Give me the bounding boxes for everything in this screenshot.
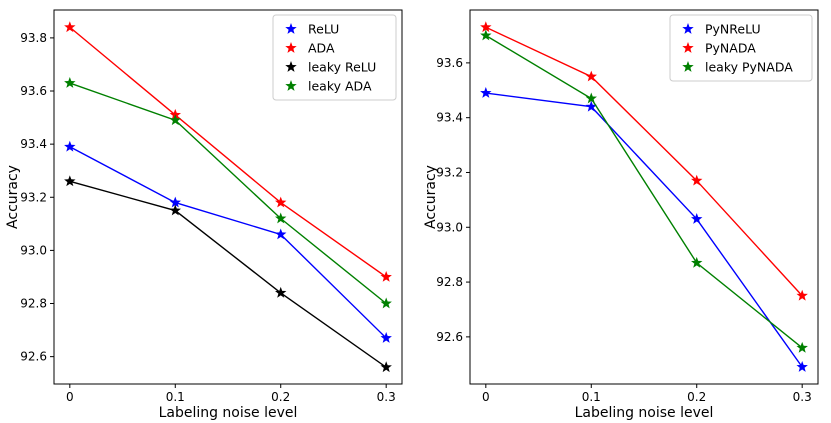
legend-label: ReLU (308, 22, 339, 37)
data-point-star (64, 21, 76, 33)
legend-star-icon (285, 80, 297, 91)
series-line (69, 146, 387, 339)
series-line (69, 82, 387, 305)
series-leaky-relu (64, 175, 392, 373)
x-tick-label: 0.2 (271, 390, 290, 404)
data-point-star (64, 77, 76, 88)
legend-label: PyNADA (705, 41, 756, 56)
legend-star-icon (682, 23, 694, 34)
data-point-star (380, 270, 392, 282)
data-point-star (380, 332, 392, 343)
legend-label: leaky ADA (308, 79, 372, 94)
legend-star-icon (285, 42, 297, 53)
legend-star-icon (682, 42, 694, 53)
y-tick-label: 93.6 (20, 84, 47, 98)
series-relu (64, 140, 392, 343)
series-line (485, 92, 803, 368)
x-tick-label: 0.1 (166, 390, 185, 404)
series-line (485, 26, 803, 297)
y-tick-label: 93.6 (436, 56, 463, 70)
data-point-star (585, 70, 597, 82)
data-point-star (275, 228, 287, 240)
y-tick-label: 92.8 (20, 297, 47, 311)
data-point-star (275, 212, 287, 224)
y-tick-label: 92.6 (20, 350, 47, 364)
data-point-star (64, 140, 76, 152)
y-axis-label: Accuracy (423, 165, 439, 229)
data-point-star (585, 92, 597, 104)
legend-box (272, 14, 397, 101)
legend-star-icon (682, 61, 694, 72)
data-point-star (691, 213, 703, 224)
data-point-star (480, 21, 492, 33)
x-axis-label: Labeling noise level (159, 405, 298, 421)
x-tick-label: 0.3 (793, 390, 812, 404)
data-point-star (796, 361, 808, 372)
series-leaky-ada (64, 77, 392, 309)
series-pynada (480, 21, 808, 301)
legend-label: PyNReLU (705, 22, 761, 37)
plot-frame (469, 9, 819, 385)
legend-star-icon (285, 23, 297, 34)
data-point-star (64, 175, 76, 187)
data-point-star (480, 29, 492, 41)
y-tick-label: 93.8 (20, 31, 47, 45)
data-point-star (796, 341, 808, 353)
x-tick-label: 0 (66, 390, 74, 404)
y-axis-label: Accuracy (5, 165, 21, 229)
y-tick-label: 92.8 (436, 275, 463, 289)
y-tick-label: 93.4 (436, 111, 463, 125)
y-tick-label: 93.0 (20, 243, 47, 257)
legend-box (669, 14, 813, 82)
data-point-star (380, 297, 392, 309)
y-tick-label: 93.2 (20, 190, 47, 204)
series-pynrelu (480, 87, 808, 372)
data-point-star (275, 196, 287, 208)
series-line (69, 180, 387, 368)
x-tick-label: 0 (482, 390, 490, 404)
y-tick-label: 93.0 (436, 220, 463, 234)
data-point-star (585, 100, 597, 112)
chart-1: 0 0.1 0.2 0.3 92.6 92.8 93.0 93.2 93.4 93.6 93.8 La… (5, 9, 403, 421)
series-line (485, 34, 803, 349)
x-tick-label: 0.2 (687, 390, 706, 404)
legend-star-icon (285, 61, 297, 72)
data-point-star (480, 87, 492, 98)
x-tick-label: 0.3 (377, 390, 396, 404)
legend-label: leaky ReLU (308, 60, 376, 75)
chart-2: 0 0.1 0.2 0.3 92.6 92.8 93.0 93.2 93.4 93.6 Labeli… (423, 9, 819, 421)
legend-label: ADA (308, 41, 335, 56)
data-point-star (380, 361, 392, 373)
series-line (69, 26, 387, 278)
data-point-star (691, 256, 703, 268)
legend: PyNReLU PyNADA leaky PyNADA (669, 14, 813, 82)
x-tick-label: 0.1 (582, 390, 601, 404)
data-point-star (169, 114, 181, 126)
data-point-star (796, 289, 808, 301)
legend-label: leaky PyNADA (705, 60, 793, 75)
data-point-star (691, 174, 703, 186)
series-leaky-pynada (480, 29, 808, 353)
y-tick-label: 93.2 (436, 165, 463, 179)
data-point-star (169, 196, 181, 208)
x-axis-label: Labeling noise level (575, 405, 714, 421)
data-point-star (275, 286, 287, 298)
data-point-star (169, 204, 181, 216)
y-tick-label: 93.4 (20, 137, 47, 151)
y-tick-label: 92.6 (436, 330, 463, 344)
legend: ReLU ADA leaky ReLU leaky ADA (272, 14, 397, 101)
